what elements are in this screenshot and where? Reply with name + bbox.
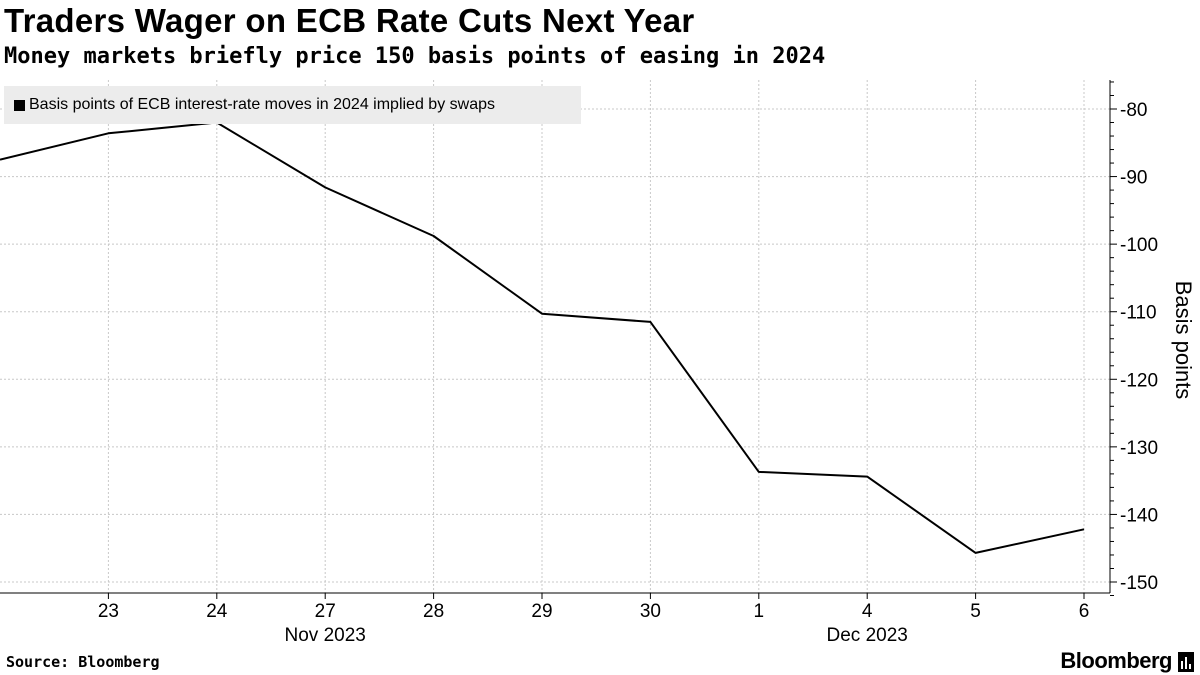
y-tick-label: -140 (1120, 505, 1158, 526)
x-tick-label: 6 (1079, 601, 1090, 622)
x-tick-label: 5 (970, 601, 981, 622)
x-tick-label: 27 (315, 601, 336, 622)
y-tick-label: -90 (1120, 168, 1147, 189)
y-axis-label: Basis points (1171, 281, 1196, 400)
x-tick-label: 23 (98, 601, 119, 622)
grid-lines (0, 80, 1110, 593)
y-tick-label: -110 (1120, 303, 1157, 324)
chart-subtitle: Money markets briefly price 150 basis po… (4, 44, 826, 69)
source-note: Source: Bloomberg (6, 653, 160, 671)
legend: Basis points of ECB interest-rate moves … (4, 86, 581, 124)
series-line (0, 121, 1085, 554)
series-lines (0, 121, 1085, 554)
x-tick-label: 24 (206, 601, 228, 622)
legend-label: Basis points of ECB interest-rate moves … (29, 96, 495, 113)
x-tick-label: 1 (754, 601, 765, 622)
y-tick-label: -130 (1120, 438, 1158, 459)
x-tick-label: 4 (862, 601, 873, 622)
legend-swatch (14, 99, 25, 111)
axes: -80 -90 -100 -110 -120 -130 -140 -150 23 24 27 28 29… (0, 80, 1158, 646)
x-tick-label: 30 (640, 601, 661, 622)
y-tick-label: -100 (1120, 235, 1158, 256)
y-tick-label: -80 (1120, 100, 1147, 121)
y-tick-label: -150 (1120, 573, 1158, 594)
y-tick-label: -120 (1120, 370, 1158, 391)
x-tick-label: 28 (423, 601, 444, 622)
x-tick-label: 29 (531, 601, 552, 622)
x-group-label: Nov 2023 (285, 625, 366, 646)
x-group-label: Dec 2023 (827, 625, 908, 646)
brand-wordmark: Bloomberg (1060, 648, 1172, 673)
bloomberg-terminal-icon (1178, 652, 1194, 672)
chart-title: Traders Wager on ECB Rate Cuts Next Year (4, 2, 695, 39)
